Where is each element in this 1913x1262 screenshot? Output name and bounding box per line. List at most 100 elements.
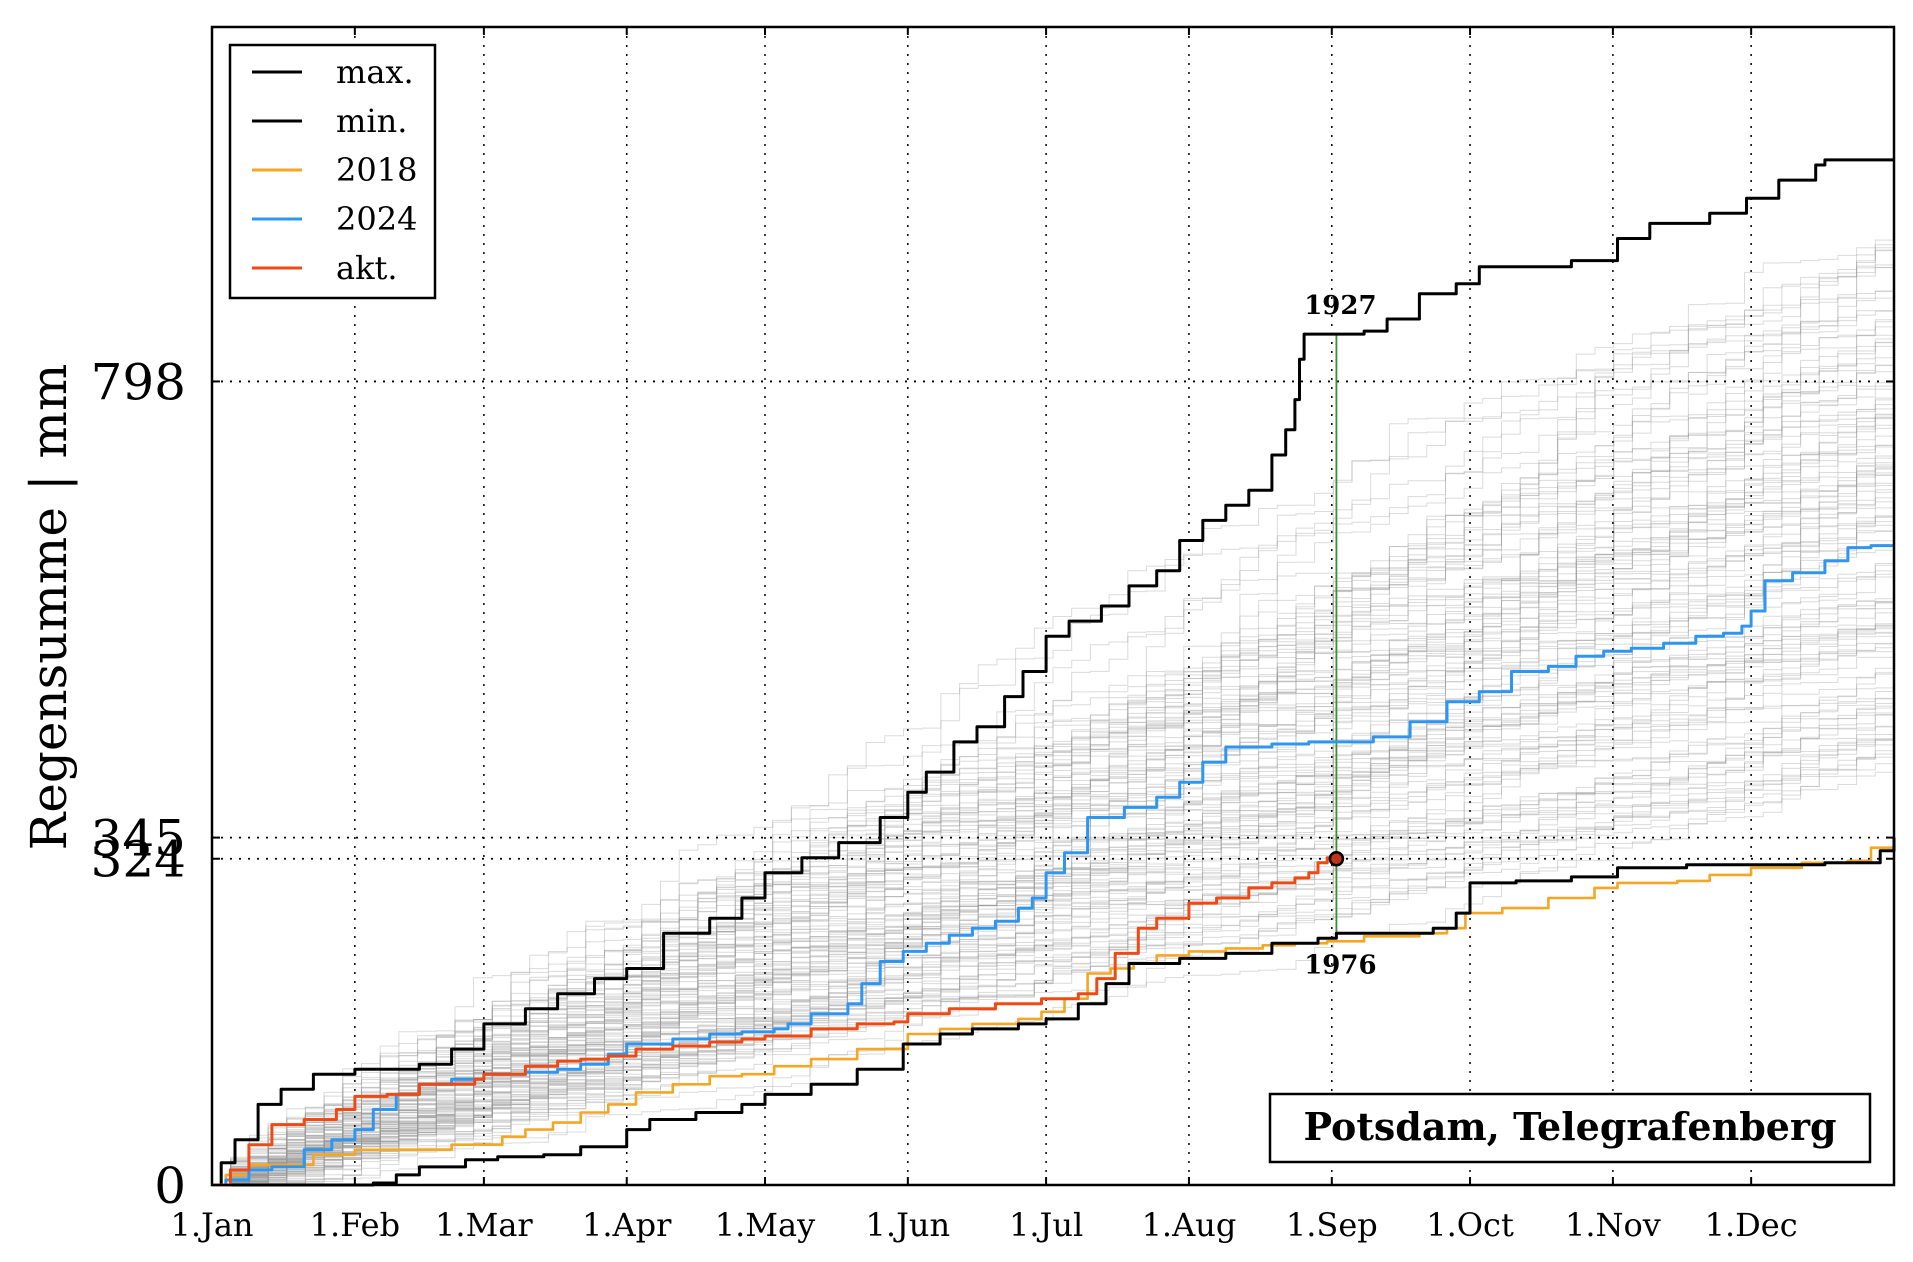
y-tick-label: 798 bbox=[91, 353, 186, 411]
history-year-line bbox=[212, 602, 1895, 1186]
history-year-line bbox=[212, 720, 1895, 1186]
history-year-line bbox=[212, 241, 1895, 1186]
legend: max. min. 2018 2024 akt. bbox=[228, 43, 437, 300]
history-year-line bbox=[212, 631, 1895, 1186]
x-tick-label: 1.Feb bbox=[310, 1206, 400, 1244]
history-year-line bbox=[212, 553, 1895, 1186]
history-year-line bbox=[212, 434, 1895, 1186]
x-tick-label: 1.Aug bbox=[1142, 1206, 1237, 1244]
history-year-line bbox=[212, 571, 1895, 1186]
legend-label: max. bbox=[336, 53, 414, 91]
history-year-line bbox=[212, 605, 1895, 1186]
history-year-line bbox=[212, 694, 1895, 1186]
history-year-line bbox=[212, 564, 1895, 1186]
history-year-line bbox=[212, 736, 1895, 1186]
marker-labels: 1927 1976 bbox=[1304, 291, 1376, 980]
history-year-line bbox=[212, 484, 1895, 1186]
x-tick-labels: 1.Jan 1.Feb 1.Mar 1.Apr 1.May 1.Jun 1.Jul 1.Aug… bbox=[170, 1206, 1797, 1244]
history-year-line bbox=[212, 725, 1895, 1186]
history-year-line bbox=[212, 625, 1895, 1186]
history-year-line bbox=[212, 684, 1895, 1186]
history-year-line bbox=[212, 276, 1895, 1186]
series-lines bbox=[212, 158, 1896, 1187]
history-year-line bbox=[212, 501, 1895, 1186]
series-line-2018 bbox=[212, 837, 1896, 1187]
history-year-line bbox=[212, 426, 1895, 1186]
history-year-line bbox=[212, 266, 1895, 1186]
x-tick-label: 1.May bbox=[715, 1206, 815, 1244]
axis-ticks bbox=[211, 27, 1894, 1186]
history-year-line bbox=[212, 449, 1895, 1186]
series-line-2024 bbox=[212, 544, 1894, 1187]
history-year-line bbox=[212, 414, 1895, 1186]
history-year-line bbox=[212, 310, 1895, 1186]
history-year-line bbox=[212, 458, 1895, 1186]
history-year-line bbox=[212, 266, 1894, 1186]
history-year-line bbox=[212, 523, 1895, 1186]
series-line-akt bbox=[212, 856, 1338, 1187]
history-year-line bbox=[212, 310, 1895, 1186]
history-year-line bbox=[212, 441, 1895, 1186]
historical-years-lines bbox=[212, 239, 1895, 1186]
history-year-line bbox=[212, 650, 1895, 1186]
x-tick-label: 1.Jan bbox=[170, 1206, 253, 1244]
history-year-line bbox=[212, 310, 1895, 1186]
reference-lines bbox=[212, 380, 1894, 860]
history-year-line bbox=[212, 497, 1895, 1186]
y-tick-label: 0 bbox=[154, 1157, 186, 1215]
y-axis-label: Regensumme | mm bbox=[20, 364, 78, 851]
history-year-line bbox=[212, 502, 1895, 1186]
history-year-line bbox=[212, 564, 1894, 1186]
history-year-line bbox=[212, 385, 1895, 1186]
history-year-line bbox=[212, 672, 1895, 1186]
history-year-line bbox=[212, 698, 1895, 1186]
history-year-line bbox=[212, 739, 1895, 1186]
history-year-line bbox=[212, 272, 1895, 1186]
history-year-line bbox=[212, 618, 1895, 1186]
x-tick-label: 1.Dec bbox=[1705, 1206, 1798, 1244]
history-year-line bbox=[212, 385, 1895, 1186]
history-year-line bbox=[212, 316, 1895, 1186]
history-year-line bbox=[212, 697, 1895, 1186]
history-year-line bbox=[212, 357, 1895, 1186]
history-year-line bbox=[212, 666, 1895, 1186]
history-year-line bbox=[212, 350, 1895, 1186]
history-year-line bbox=[212, 350, 1895, 1186]
history-year-line bbox=[212, 608, 1895, 1186]
history-year-line bbox=[212, 250, 1895, 1186]
x-tick-label: 1.Mar bbox=[435, 1206, 533, 1244]
history-year-line bbox=[212, 417, 1895, 1186]
history-year-line bbox=[212, 597, 1895, 1186]
history-year-line bbox=[212, 712, 1895, 1186]
history-year-line bbox=[212, 700, 1895, 1186]
history-year-line bbox=[212, 442, 1895, 1186]
history-year-line bbox=[212, 523, 1895, 1186]
history-year-line bbox=[212, 742, 1895, 1186]
x-tick-label: 1.Oct bbox=[1426, 1206, 1514, 1244]
history-year-line bbox=[212, 627, 1895, 1186]
history-year-line bbox=[212, 313, 1895, 1186]
history-year-line bbox=[212, 487, 1895, 1186]
history-year-line bbox=[212, 406, 1895, 1186]
current-point-group bbox=[1328, 850, 1345, 867]
history-year-line bbox=[212, 549, 1894, 1186]
history-year-line bbox=[212, 496, 1895, 1186]
history-year-line bbox=[212, 671, 1895, 1186]
history-year-line bbox=[212, 624, 1895, 1186]
history-year-line bbox=[212, 516, 1895, 1186]
history-year-line bbox=[212, 246, 1895, 1186]
history-year-line bbox=[212, 406, 1895, 1186]
series-line-max bbox=[212, 158, 1894, 1187]
history-year-line bbox=[212, 616, 1895, 1186]
history-year-line bbox=[212, 321, 1895, 1186]
history-year-line bbox=[212, 331, 1895, 1186]
y-tick-label: 345 bbox=[91, 810, 186, 868]
history-year-line bbox=[212, 753, 1895, 1186]
history-year-line bbox=[212, 690, 1895, 1186]
history-year-line bbox=[212, 432, 1895, 1186]
history-year-line bbox=[212, 756, 1895, 1186]
history-year-line bbox=[212, 249, 1895, 1186]
marker-label-max: 1927 bbox=[1304, 291, 1376, 321]
history-year-line bbox=[212, 656, 1894, 1186]
